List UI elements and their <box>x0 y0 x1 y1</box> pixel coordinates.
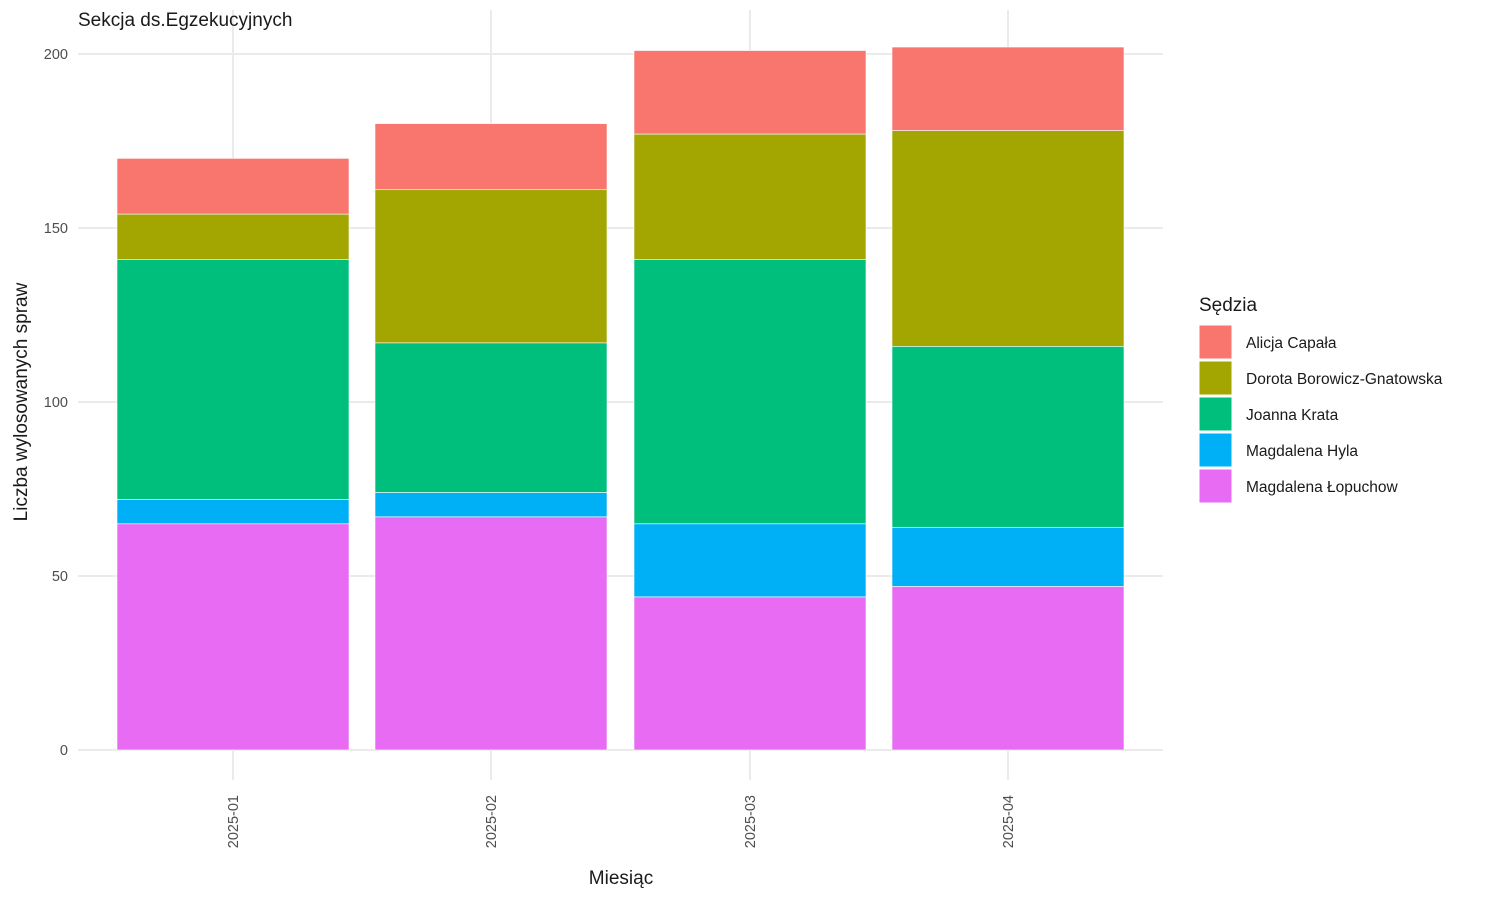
bar-segment <box>374 342 608 493</box>
y-tick-label: 100 <box>44 395 68 411</box>
x-axis-title: Miesiąc <box>589 868 653 889</box>
legend-item: Dorota Borowicz-Gnatowska <box>1198 360 1443 396</box>
legend-label: Magdalena Hyla <box>1246 443 1358 460</box>
legend-item: Magdalena Hyla <box>1198 432 1358 468</box>
y-tick-label: 200 <box>44 47 68 63</box>
axis-layer: 0 50 100 150 200 2025-01 2025-02 2025-03 2025-04 <box>44 47 1017 848</box>
bar-segment <box>633 50 867 135</box>
y-tick-label: 150 <box>44 221 68 237</box>
legend-label: Magdalena Łopuchow <box>1246 479 1398 496</box>
bar-segment <box>633 596 867 751</box>
bar-segment <box>891 130 1125 347</box>
legend-item: Joanna Krata <box>1198 396 1339 432</box>
bar-segment <box>891 586 1125 751</box>
legend-key <box>1198 432 1233 468</box>
legend-label: Alicja Capała <box>1246 335 1337 352</box>
bars-layer <box>116 46 1125 751</box>
bar-segment <box>374 123 608 191</box>
y-tick-label: 50 <box>52 569 68 585</box>
legend-item: Alicja Capała <box>1198 324 1337 360</box>
bar-segment <box>116 499 350 525</box>
x-tick-label: 2025-02 <box>484 795 500 848</box>
legend-title: Sędzia <box>1199 295 1258 316</box>
bar-segment <box>374 516 608 751</box>
legend-item: Magdalena Łopuchow <box>1198 468 1398 504</box>
legend-key <box>1198 468 1233 504</box>
legend: Sędzia Alicja Capała Dorota Borowicz-Gnat… <box>1198 295 1443 504</box>
legend-label: Joanna Krata <box>1246 407 1339 424</box>
bar-segment <box>633 523 867 598</box>
bar-segment <box>891 346 1125 528</box>
legend-items: Alicja Capała Dorota Borowicz-Gnatowska Jo… <box>1198 324 1443 504</box>
legend-key <box>1198 324 1233 360</box>
bar-segment <box>891 526 1125 587</box>
y-tick-label: 0 <box>60 743 68 759</box>
bar-segment <box>116 213 350 260</box>
bar-segment <box>374 492 608 518</box>
bar-segment <box>633 259 867 525</box>
bar-segment <box>116 523 350 751</box>
legend-label: Dorota Borowicz-Gnatowska <box>1246 371 1443 388</box>
bar-segment <box>633 133 867 260</box>
bar-segment <box>891 46 1125 131</box>
x-tick-label: 2025-04 <box>1001 795 1017 848</box>
legend-key <box>1198 396 1233 432</box>
chart-title: Sekcja ds.Egzekucyjnych <box>78 10 292 31</box>
bar-segment <box>116 259 350 500</box>
x-tick-label: 2025-01 <box>226 795 242 848</box>
legend-key <box>1198 360 1233 396</box>
bar-segment <box>374 189 608 344</box>
bar-segment <box>116 158 350 215</box>
x-tick-label: 2025-03 <box>743 795 759 848</box>
y-axis-title: Liczba wylosowanych spraw <box>11 282 32 521</box>
